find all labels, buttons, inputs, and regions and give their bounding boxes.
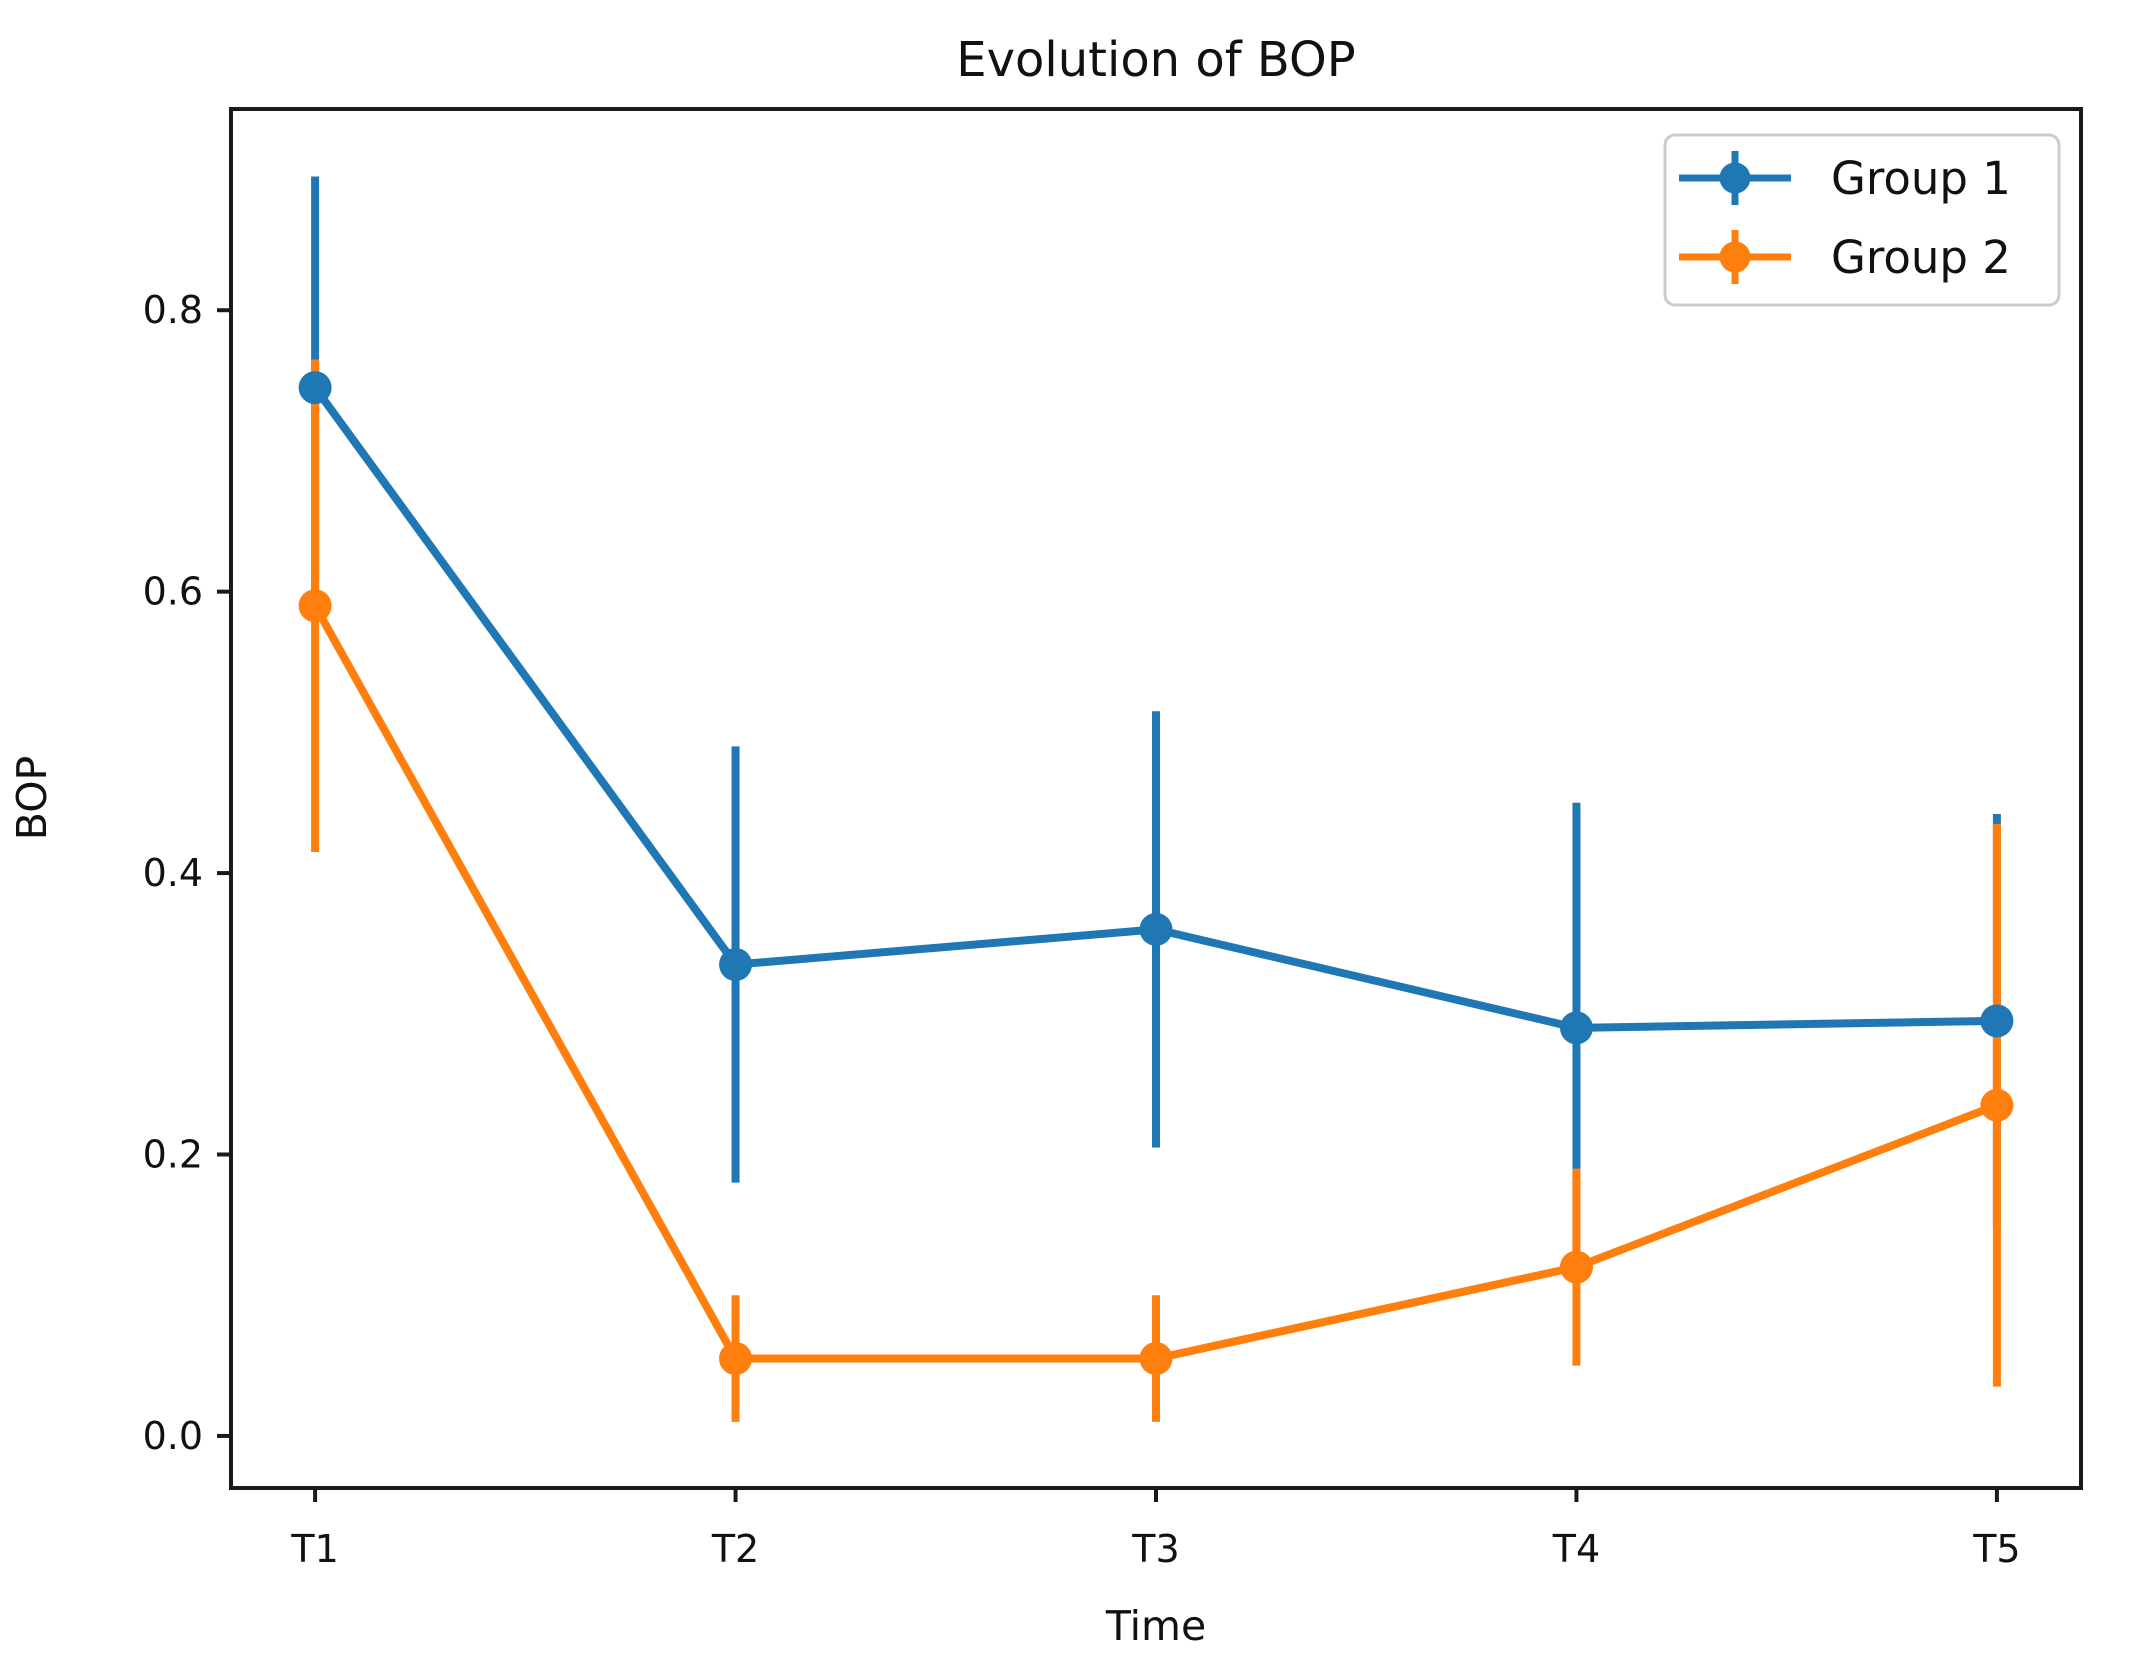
x-tick-label: T4 [1552, 1527, 1600, 1571]
data-point-marker [1980, 1088, 2014, 1122]
legend-entry: Group 2 [1679, 230, 2011, 284]
x-tick-label: T5 [1972, 1527, 2020, 1571]
legend-entry: Group 1 [1679, 151, 2011, 205]
legend-sample-marker [1719, 162, 1751, 194]
series-group-1 [311, 176, 2001, 1254]
x-tick-label: T1 [290, 1527, 338, 1571]
data-point-marker [719, 1342, 753, 1376]
y-tick-label: 0.2 [143, 1133, 203, 1177]
data-point-marker [298, 371, 332, 405]
x-axis-label: Time [1105, 1602, 1206, 1650]
y-tick-label: 0.0 [143, 1414, 203, 1458]
y-tick-label: 0.6 [143, 570, 203, 614]
plot-area: 0.0 0.2 0.4 0.6 0.8 T1 T2 T3 T4 T5 Group 1 Group 2 [143, 107, 2083, 1571]
markers-group-1 [298, 371, 2014, 1045]
data-point-marker [719, 948, 753, 982]
y-axis-label: BOP [8, 756, 56, 840]
data-point-marker [298, 589, 332, 623]
data-point-marker [1980, 1004, 2014, 1038]
legend-sample-marker [1719, 241, 1751, 273]
data-point-marker [1559, 1250, 1593, 1284]
legend-entry-label: Group 1 [1831, 152, 2011, 205]
data-point-marker [1559, 1011, 1593, 1045]
y-tick-label: 0.4 [143, 851, 203, 895]
data-point-marker [1139, 912, 1173, 946]
legend-entry-label: Group 2 [1831, 231, 2011, 284]
legend: Group 1 Group 2 [1663, 133, 2061, 307]
chart-title: Evolution of BOP [956, 32, 1355, 88]
y-tick-label: 0.8 [143, 288, 203, 332]
x-tick-label: T3 [1131, 1527, 1179, 1571]
data-point-marker [1139, 1342, 1173, 1376]
x-tick-label: T2 [711, 1527, 759, 1571]
markers-group-2 [298, 589, 2014, 1376]
